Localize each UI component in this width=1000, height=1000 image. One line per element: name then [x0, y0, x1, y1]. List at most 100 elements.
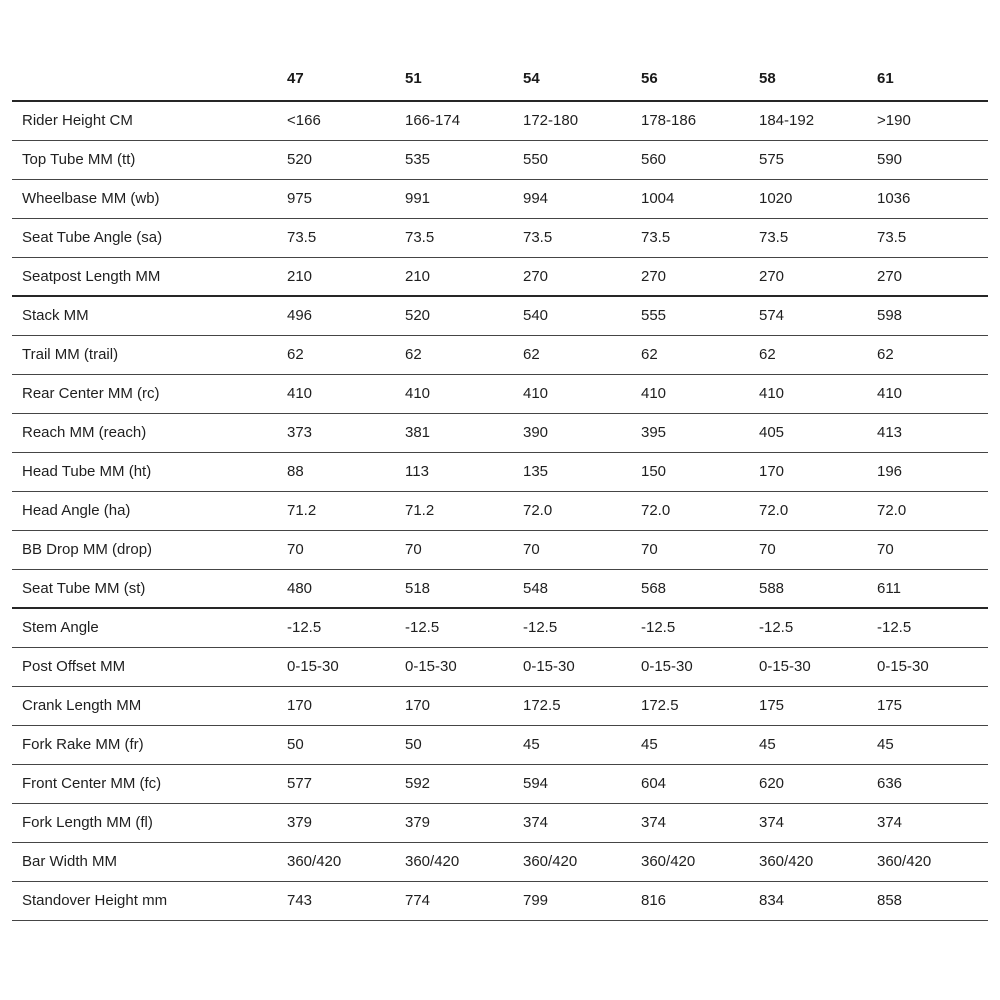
- geometry-table: 47 51 54 56 58 61 Rider Height CM <166 166-174 1…: [12, 70, 988, 921]
- cell-value: 611: [877, 569, 988, 609]
- cell-value: 0-15-30: [287, 647, 405, 687]
- cell-value: 45: [641, 725, 759, 765]
- cell-value: 410: [641, 374, 759, 414]
- geometry-table-container: 47 51 54 56 58 61 Rider Height CM <166 166-174 1…: [12, 70, 988, 921]
- cell-value: 175: [877, 686, 988, 726]
- cell-value: 62: [405, 335, 523, 375]
- cell-value: 975: [287, 179, 405, 219]
- cell-value: -12.5: [641, 608, 759, 648]
- table-row: Stem Angle -12.5 -12.5 -12.5 -12.5 -12.5 -12.5: [12, 608, 988, 648]
- cell-value: 598: [877, 296, 988, 336]
- cell-value: 0-15-30: [759, 647, 877, 687]
- cell-value: 360/420: [405, 842, 523, 882]
- cell-value: 410: [877, 374, 988, 414]
- cell-value: 568: [641, 569, 759, 609]
- cell-value: 743: [287, 881, 405, 921]
- cell-value: 379: [405, 803, 523, 843]
- row-label: Top Tube MM (tt): [12, 140, 287, 180]
- cell-value: 73.5: [287, 218, 405, 258]
- header-size-54: 54: [523, 70, 641, 102]
- cell-value: 73.5: [405, 218, 523, 258]
- cell-value: 410: [759, 374, 877, 414]
- table-row: Fork Length MM (fl) 379 379 374 374 374 374: [12, 803, 988, 843]
- cell-value: 45: [523, 725, 641, 765]
- cell-value: 590: [877, 140, 988, 180]
- table-row: Front Center MM (fc) 577 592 594 604 620 636: [12, 764, 988, 804]
- cell-value: 410: [523, 374, 641, 414]
- row-label: Stem Angle: [12, 608, 287, 648]
- header-label-cell: [12, 70, 287, 102]
- cell-value: 73.5: [877, 218, 988, 258]
- cell-value: 374: [641, 803, 759, 843]
- row-label: Trail MM (trail): [12, 335, 287, 375]
- cell-value: 62: [641, 335, 759, 375]
- cell-value: 62: [759, 335, 877, 375]
- cell-value: 70: [877, 530, 988, 570]
- cell-value: 604: [641, 764, 759, 804]
- table-header: 47 51 54 56 58 61: [12, 70, 988, 102]
- cell-value: 520: [405, 296, 523, 336]
- row-label: Standover Height mm: [12, 881, 287, 921]
- cell-value: 45: [877, 725, 988, 765]
- row-label: Post Offset MM: [12, 647, 287, 687]
- cell-value: 62: [523, 335, 641, 375]
- header-size-61: 61: [877, 70, 988, 102]
- cell-value: 574: [759, 296, 877, 336]
- cell-value: 620: [759, 764, 877, 804]
- cell-value: 858: [877, 881, 988, 921]
- row-label: Fork Length MM (fl): [12, 803, 287, 843]
- cell-value: 270: [641, 257, 759, 297]
- cell-value: <166: [287, 101, 405, 141]
- cell-value: 373: [287, 413, 405, 453]
- cell-value: 170: [405, 686, 523, 726]
- row-label: Seat Tube MM (st): [12, 569, 287, 609]
- cell-value: 113: [405, 452, 523, 492]
- cell-value: 166-174: [405, 101, 523, 141]
- cell-value: 774: [405, 881, 523, 921]
- cell-value: 381: [405, 413, 523, 453]
- cell-value: 555: [641, 296, 759, 336]
- row-label: Reach MM (reach): [12, 413, 287, 453]
- cell-value: 70: [759, 530, 877, 570]
- cell-value: 410: [287, 374, 405, 414]
- cell-value: 172.5: [641, 686, 759, 726]
- cell-value: 88: [287, 452, 405, 492]
- table-row: Bar Width MM 360/420 360/420 360/420 360/420…: [12, 842, 988, 882]
- cell-value: 135: [523, 452, 641, 492]
- cell-value: 560: [641, 140, 759, 180]
- cell-value: 994: [523, 179, 641, 219]
- header-size-56: 56: [641, 70, 759, 102]
- cell-value: 1004: [641, 179, 759, 219]
- cell-value: 0-15-30: [523, 647, 641, 687]
- cell-value: >190: [877, 101, 988, 141]
- cell-value: 70: [641, 530, 759, 570]
- cell-value: 71.2: [287, 491, 405, 531]
- cell-value: 196: [877, 452, 988, 492]
- cell-value: 70: [405, 530, 523, 570]
- table-row: Reach MM (reach) 373 381 390 395 405 413: [12, 413, 988, 453]
- cell-value: 72.0: [641, 491, 759, 531]
- cell-value: 184-192: [759, 101, 877, 141]
- table-row: Seatpost Length MM 210 210 270 270 270 270: [12, 257, 988, 297]
- cell-value: 0-15-30: [641, 647, 759, 687]
- cell-value: 73.5: [759, 218, 877, 258]
- cell-value: 379: [287, 803, 405, 843]
- header-size-51: 51: [405, 70, 523, 102]
- table-row: Rider Height CM <166 166-174 172-180 178-186…: [12, 101, 988, 141]
- cell-value: 480: [287, 569, 405, 609]
- cell-value: 374: [877, 803, 988, 843]
- cell-value: 172.5: [523, 686, 641, 726]
- cell-value: 62: [287, 335, 405, 375]
- cell-value: 577: [287, 764, 405, 804]
- row-label: Seat Tube Angle (sa): [12, 218, 287, 258]
- table-row: Rear Center MM (rc) 410 410 410 410 410 410: [12, 374, 988, 414]
- cell-value: 70: [523, 530, 641, 570]
- cell-value: 150: [641, 452, 759, 492]
- cell-value: 588: [759, 569, 877, 609]
- cell-value: -12.5: [523, 608, 641, 648]
- cell-value: 548: [523, 569, 641, 609]
- cell-value: 72.0: [759, 491, 877, 531]
- cell-value: 592: [405, 764, 523, 804]
- cell-value: 210: [405, 257, 523, 297]
- table-row: Head Tube MM (ht) 88 113 135 150 170 196: [12, 452, 988, 492]
